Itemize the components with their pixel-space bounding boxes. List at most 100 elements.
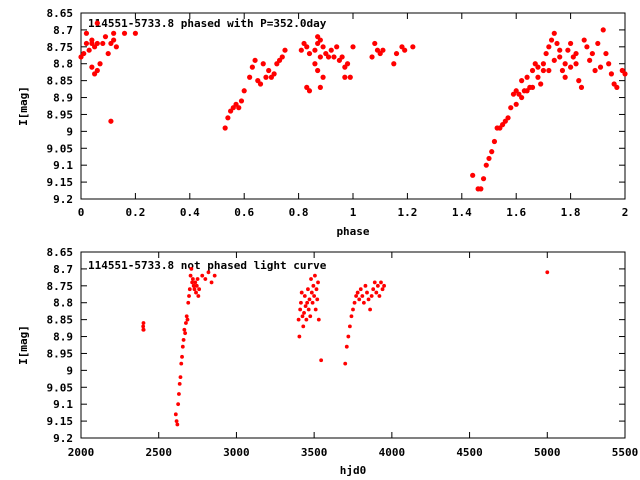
data-point <box>519 78 525 84</box>
y-tick-label: 9.2 <box>53 432 73 445</box>
data-point <box>297 334 302 339</box>
data-point <box>597 64 604 70</box>
data-point <box>347 324 352 329</box>
data-point <box>188 273 193 278</box>
data-point <box>562 74 568 80</box>
data-point <box>193 280 198 285</box>
data-point <box>282 47 288 53</box>
x-tick-label: 4500 <box>456 446 483 459</box>
y-tick-label: 9 <box>66 364 73 377</box>
data-point <box>470 172 476 178</box>
x-tick-label: 2000 <box>68 446 95 459</box>
data-point <box>197 287 202 292</box>
data-point <box>180 344 185 349</box>
data-point <box>573 50 579 57</box>
data-point <box>519 94 525 101</box>
data-point <box>551 30 557 36</box>
data-point <box>187 294 191 298</box>
y-tick-label: 9.15 <box>47 176 74 189</box>
data-point <box>271 71 277 77</box>
data-point <box>554 40 560 47</box>
y-tick-label: 8.85 <box>47 75 74 88</box>
data-point <box>302 310 306 315</box>
data-point <box>111 37 117 43</box>
data-point <box>304 317 309 322</box>
data-point <box>105 50 111 57</box>
y-tick-label: 9.2 <box>53 193 73 206</box>
data-point <box>306 50 313 57</box>
data-point <box>196 294 201 298</box>
data-point <box>279 54 285 60</box>
data-point <box>529 84 536 90</box>
data-point <box>299 300 303 305</box>
data-point <box>339 54 345 60</box>
data-point <box>543 50 549 57</box>
data-point <box>584 44 590 50</box>
x-tick-label: 1 <box>350 206 357 219</box>
y-tick-label: 8.9 <box>53 331 73 344</box>
data-point <box>306 88 313 94</box>
data-point <box>184 314 189 319</box>
data-point <box>302 294 307 298</box>
data-point <box>354 294 359 298</box>
x-tick-label: 3500 <box>301 446 328 459</box>
data-point <box>190 280 195 285</box>
data-point <box>559 67 566 74</box>
data-point <box>600 27 606 33</box>
y-tick-label: 8.75 <box>47 280 74 293</box>
data-point <box>308 314 313 319</box>
data-point <box>312 61 318 67</box>
data-point <box>369 54 375 60</box>
data-point <box>194 283 199 288</box>
data-point <box>301 324 306 329</box>
data-point <box>524 74 530 80</box>
data-point <box>108 118 114 124</box>
data-point <box>350 44 356 50</box>
x-tick-label: 5500 <box>612 446 639 459</box>
data-point <box>334 44 340 50</box>
data-point <box>548 37 555 43</box>
data-point <box>478 186 484 192</box>
data-point <box>535 74 541 80</box>
data-point <box>382 283 386 288</box>
data-point <box>263 74 269 80</box>
data-point <box>328 47 334 53</box>
data-point <box>344 344 349 349</box>
data-point <box>576 78 582 84</box>
data-point <box>316 317 321 322</box>
data-point <box>180 354 184 359</box>
x-tick-label: 2 <box>622 206 629 219</box>
data-point <box>184 321 188 325</box>
data-point <box>349 314 354 319</box>
data-point <box>300 314 305 319</box>
data-point <box>363 283 368 288</box>
data-point <box>573 61 579 67</box>
data-point <box>361 300 366 305</box>
data-point <box>310 300 315 305</box>
data-point <box>608 71 615 77</box>
data-point <box>557 54 563 60</box>
data-point <box>89 64 95 70</box>
data-point <box>355 290 360 295</box>
y-tick-label: 8.9 <box>53 92 73 105</box>
data-point <box>317 37 323 43</box>
data-point <box>372 280 377 285</box>
x-tick-label: 1.8 <box>561 206 581 219</box>
data-point <box>546 67 552 74</box>
data-point <box>185 317 190 322</box>
data-point <box>203 277 208 281</box>
data-point <box>306 307 311 312</box>
data-point <box>195 277 200 281</box>
data-point <box>81 50 87 57</box>
data-point <box>568 64 574 70</box>
y-tick-label: 9 <box>66 125 73 138</box>
y-tick-label: 9.15 <box>47 415 74 428</box>
data-point <box>241 88 247 94</box>
data-point <box>545 270 550 275</box>
data-point <box>175 422 180 427</box>
data-point <box>614 84 620 90</box>
data-point <box>360 294 365 298</box>
data-point <box>589 50 595 57</box>
data-point <box>94 20 100 26</box>
data-point <box>86 47 92 53</box>
